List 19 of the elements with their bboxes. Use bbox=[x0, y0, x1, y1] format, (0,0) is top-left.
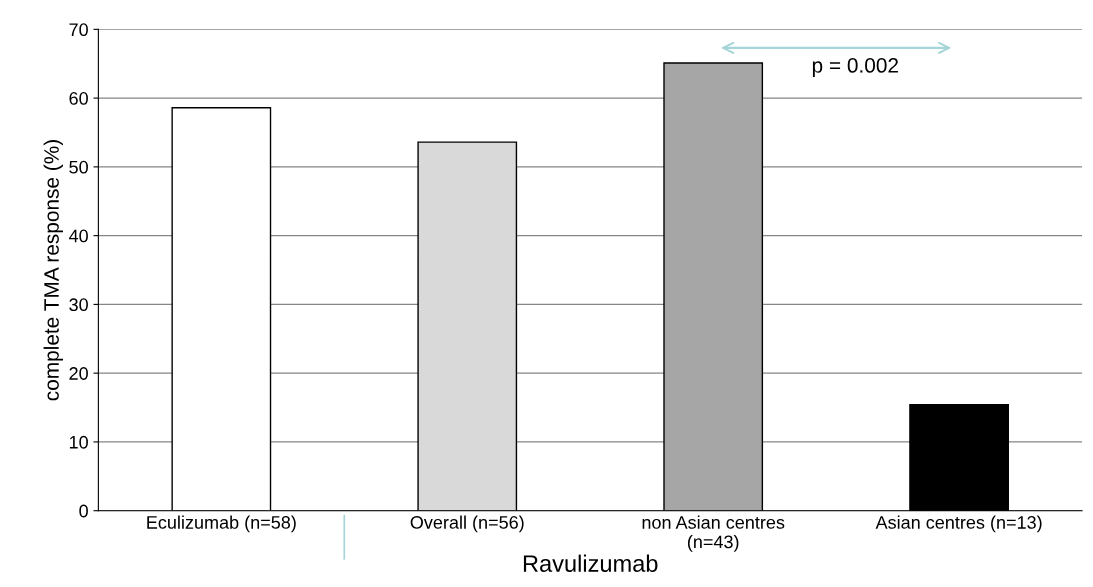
y-tick-label: 30 bbox=[69, 298, 88, 312]
y-axis-title: complete TMA response (%) bbox=[43, 140, 64, 401]
y-tick-label: 50 bbox=[69, 160, 88, 174]
bar bbox=[417, 141, 518, 511]
y-tick-label: 60 bbox=[69, 92, 88, 105]
y-tick-label: 40 bbox=[68, 229, 88, 243]
x-tick-label: non Asian centres (n=43) bbox=[642, 515, 785, 552]
bar bbox=[663, 62, 764, 511]
bar bbox=[171, 107, 272, 511]
y-tick-label: 20 bbox=[69, 367, 88, 380]
x-tick-label: Asian centres (n=13) bbox=[875, 515, 1042, 533]
y-tick-label: 10 bbox=[69, 435, 88, 449]
x-axis-title: Ravulizumab bbox=[523, 554, 658, 572]
x-tick-label: Overall (n=56) bbox=[410, 515, 524, 533]
bar bbox=[909, 404, 1009, 511]
y-tick-label: 0 bbox=[79, 504, 88, 518]
y-tick-label: 70 bbox=[69, 23, 88, 37]
annotation: p = 0.002 bbox=[812, 58, 898, 77]
x-tick-label: Eculizumab (n=58) bbox=[147, 515, 296, 533]
